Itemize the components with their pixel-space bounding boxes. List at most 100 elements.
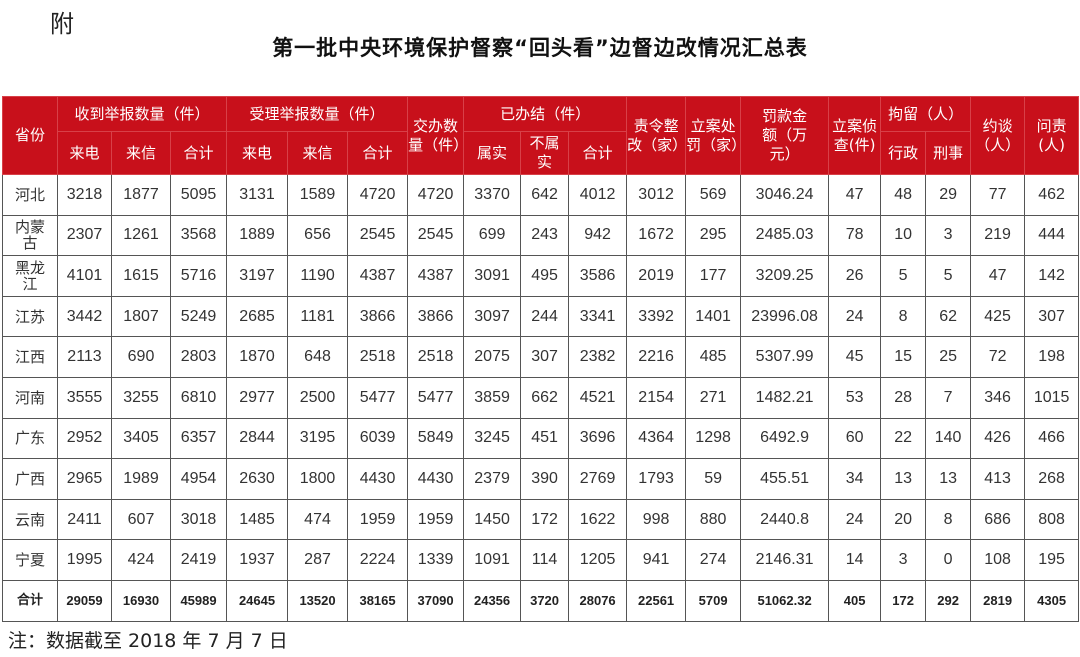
table-row: 河北 3218 1877 5095 3131 1589 4720 4720 3370 642 401… (2, 174, 1080, 216)
province-cell: 云南 (2, 498, 58, 541)
value-cell: 5849 (407, 417, 465, 460)
value-cell: 24645 (226, 579, 289, 622)
table-row: 河南 3555 3255 6810 2977 2500 5477 5477 3859 662 452… (2, 376, 1080, 419)
value-cell: 0 (925, 539, 972, 581)
value-cell: 28076 (568, 579, 628, 622)
province-cell: 广东 (2, 417, 58, 460)
value-cell: 3209.25 (740, 255, 830, 297)
value-cell: 2485.03 (740, 214, 830, 257)
value-cell: 219 (970, 214, 1026, 257)
value-cell: 2113 (57, 336, 112, 378)
value-cell: 78 (828, 214, 882, 257)
province-cell: 河南 (2, 376, 58, 419)
value-cell: 29 (925, 174, 972, 216)
value-cell: 26 (828, 255, 882, 297)
value-cell: 243 (520, 214, 570, 257)
value-cell: 244 (520, 295, 570, 338)
value-cell: 114 (520, 539, 570, 581)
value-cell: 3218 (57, 174, 112, 216)
header-accepted: 受理举报数量（件） (226, 96, 409, 132)
value-cell: 3197 (226, 255, 289, 297)
table-row: 江苏 3442 1807 5249 2685 1181 3866 3866 3097 244 334… (2, 295, 1080, 338)
value-cell: 5716 (169, 255, 228, 297)
value-cell: 4101 (57, 255, 112, 297)
value-cell: 1959 (407, 498, 465, 541)
province-cell: 合计 (2, 579, 58, 622)
value-cell: 1989 (111, 458, 171, 500)
province-cell: 河北 (2, 174, 58, 216)
value-cell: 5249 (169, 295, 228, 338)
table-row: 内蒙古 2307 1261 3568 1889 656 2545 2545 699 243 942 1… (2, 214, 1080, 257)
value-cell: 5 (925, 255, 972, 297)
value-cell: 1450 (463, 498, 522, 541)
value-cell: 569 (685, 174, 742, 216)
value-cell: 307 (520, 336, 570, 378)
province-cell: 江西 (2, 336, 58, 378)
value-cell: 3097 (463, 295, 522, 338)
value-cell: 3341 (568, 295, 628, 338)
value-cell: 390 (520, 458, 570, 500)
value-cell: 1870 (226, 336, 289, 378)
header-closed-true: 属实 (463, 131, 522, 175)
value-cell: 6492.9 (740, 417, 830, 460)
value-cell: 195 (1024, 539, 1080, 581)
table-row: 广西 2965 1989 4954 2630 1800 4430 4430 2379 390 276… (2, 458, 1080, 500)
value-cell: 4364 (626, 417, 687, 460)
value-cell: 2500 (287, 376, 349, 419)
value-cell: 1482.21 (740, 376, 830, 419)
value-cell: 1339 (407, 539, 465, 581)
value-cell: 7 (925, 376, 972, 419)
value-cell: 16930 (111, 579, 171, 622)
value-cell: 142 (1024, 255, 1080, 297)
value-cell: 455.51 (740, 458, 830, 500)
value-cell: 4720 (407, 174, 465, 216)
value-cell: 13 (925, 458, 972, 500)
value-cell: 268 (1024, 458, 1080, 500)
value-cell: 4430 (407, 458, 465, 500)
table-row: 广东 2952 3405 6357 2844 3195 6039 5849 3245 451 369… (2, 417, 1080, 460)
province-cell: 内蒙古 (2, 214, 58, 257)
value-cell: 4305 (1024, 579, 1080, 622)
value-cell: 2382 (568, 336, 628, 378)
value-cell: 287 (287, 539, 349, 581)
value-cell: 1622 (568, 498, 628, 541)
value-cell: 462 (1024, 174, 1080, 216)
value-cell: 1015 (1024, 376, 1080, 419)
summary-table: 省份 收到举报数量（件） 受理举报数量（件） 交办数量（件） 已办结（件） 责令… (2, 96, 1080, 622)
value-cell: 3696 (568, 417, 628, 460)
value-cell: 2440.8 (740, 498, 830, 541)
value-cell: 1959 (347, 498, 409, 541)
value-cell: 3131 (226, 174, 289, 216)
annex-label: 附 (50, 10, 74, 38)
value-cell: 648 (287, 336, 349, 378)
header-investigation: 立案侦查(件) (828, 96, 882, 175)
table-row: 宁夏 1995 424 2419 1937 287 2224 1339 1091 114 1205 9… (2, 539, 1080, 581)
value-cell: 24 (828, 498, 882, 541)
value-cell: 24 (828, 295, 882, 338)
value-cell: 8 (925, 498, 972, 541)
table-row: 黑龙江 4101 1615 5716 3197 1190 4387 4387 3091 495 35… (2, 255, 1080, 297)
value-cell: 607 (111, 498, 171, 541)
value-cell: 2518 (407, 336, 465, 378)
value-cell: 1190 (287, 255, 349, 297)
value-cell: 77 (970, 174, 1026, 216)
value-cell: 53 (828, 376, 882, 419)
value-cell: 424 (111, 539, 171, 581)
header-received-total: 合计 (169, 131, 228, 175)
header-province: 省份 (2, 96, 58, 175)
value-cell: 295 (685, 214, 742, 257)
value-cell: 2685 (226, 295, 289, 338)
value-cell: 1298 (685, 417, 742, 460)
value-cell: 3370 (463, 174, 522, 216)
value-cell: 172 (520, 498, 570, 541)
value-cell: 2545 (347, 214, 409, 257)
header-accepted-letter: 来信 (287, 131, 349, 175)
value-cell: 1485 (226, 498, 289, 541)
value-cell: 60 (828, 417, 882, 460)
value-cell: 6039 (347, 417, 409, 460)
value-cell: 425 (970, 295, 1026, 338)
header-detention-criminal: 刑事 (925, 131, 972, 175)
value-cell: 2965 (57, 458, 112, 500)
value-cell: 20 (880, 498, 927, 541)
value-cell: 2545 (407, 214, 465, 257)
